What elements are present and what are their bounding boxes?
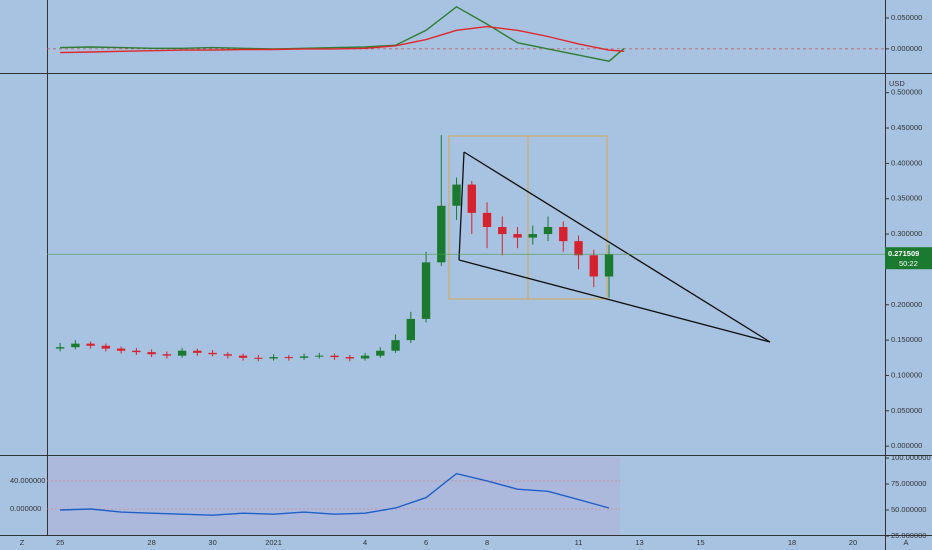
last-price-box bbox=[885, 247, 932, 270]
candle-body bbox=[86, 343, 95, 346]
candle-body bbox=[482, 212, 492, 227]
y-tick-label: 75.000000 bbox=[891, 479, 926, 488]
candle-body bbox=[55, 347, 65, 349]
candle-body bbox=[452, 184, 461, 206]
indicator-shade bbox=[47, 457, 620, 535]
y-tick-label: 50.000000 bbox=[891, 505, 926, 514]
y2-tick-label: 0.000000 bbox=[10, 504, 41, 513]
candle-body bbox=[330, 355, 339, 358]
candle-body bbox=[238, 355, 248, 358]
candle-body bbox=[574, 241, 583, 256]
y-tick-label: 0.350000 bbox=[891, 194, 922, 203]
y-tick-label: 25.000000 bbox=[891, 531, 926, 540]
candle-body bbox=[528, 234, 537, 238]
y-tick-label: 0.200000 bbox=[891, 300, 922, 309]
candle-body bbox=[345, 357, 355, 359]
y-tick-label: 0.400000 bbox=[891, 158, 922, 167]
x-tick-label: 15 bbox=[696, 538, 704, 547]
currency-label: USD bbox=[889, 79, 905, 88]
x-tick-label: 18 bbox=[788, 538, 796, 547]
candle-body bbox=[360, 355, 370, 359]
wedge-lower bbox=[458, 259, 771, 343]
y-tick-label: 0.000000 bbox=[891, 441, 922, 450]
x-tick-label: 2021 bbox=[265, 538, 282, 547]
x-tick-label: 30 bbox=[208, 538, 216, 547]
toolbar-icon[interactable]: Z bbox=[20, 538, 25, 547]
y-tick-label: 0.000000 bbox=[891, 44, 922, 53]
candle-body bbox=[376, 350, 385, 356]
candle-body bbox=[513, 234, 522, 238]
countdown: 50:22 bbox=[899, 259, 918, 268]
candle-body bbox=[223, 354, 233, 356]
candle-body bbox=[162, 354, 172, 356]
series-line bbox=[60, 25, 625, 54]
candle-body bbox=[543, 227, 553, 235]
y-tick-label: 0.450000 bbox=[891, 123, 922, 132]
candle-body bbox=[589, 255, 598, 277]
candle-body bbox=[269, 357, 278, 359]
candle-body bbox=[421, 262, 431, 319]
candle-body bbox=[71, 343, 80, 348]
candle-body bbox=[284, 357, 294, 359]
y-tick-label: 0.050000 bbox=[891, 406, 922, 415]
series-line bbox=[60, 472, 610, 516]
y-tick-label: 100.000000 bbox=[891, 453, 931, 462]
candle-body bbox=[498, 227, 507, 235]
wedge-upper bbox=[463, 151, 771, 343]
x-tick-label: 4 bbox=[363, 538, 367, 547]
y-tick-label: 0.150000 bbox=[891, 335, 922, 344]
x-tick-label: 28 bbox=[147, 538, 155, 547]
candle-body bbox=[559, 227, 568, 242]
x-tick-label: 13 bbox=[635, 538, 643, 547]
x-tick-label: 8 bbox=[485, 538, 489, 547]
y-tick-label: 0.500000 bbox=[891, 88, 922, 97]
candle-body bbox=[177, 350, 187, 356]
candle-body bbox=[132, 350, 141, 353]
candle-body bbox=[315, 355, 324, 357]
candle-body bbox=[116, 348, 126, 351]
x-tick-label: 25 bbox=[56, 538, 64, 547]
wedge-edge bbox=[458, 151, 465, 261]
candle-body bbox=[254, 357, 263, 359]
y2-tick-label: 40.000000 bbox=[10, 476, 45, 485]
candle-body bbox=[208, 352, 217, 355]
series-line bbox=[60, 5, 625, 62]
x-tick-label: 11 bbox=[575, 538, 583, 547]
y-tick-label: 0.050000 bbox=[891, 13, 922, 22]
x-tick-label: 20 bbox=[849, 538, 857, 547]
candle-body bbox=[101, 345, 111, 349]
candle-body bbox=[406, 318, 415, 341]
candle-body bbox=[391, 340, 400, 351]
candle-body bbox=[604, 254, 614, 277]
candle-body bbox=[437, 205, 446, 263]
candle-body bbox=[299, 356, 309, 358]
x-tick-label: 6 bbox=[424, 538, 428, 547]
y-tick-label: 0.100000 bbox=[891, 370, 922, 379]
candle-body bbox=[147, 352, 156, 355]
toolbar-icon[interactable]: A bbox=[903, 538, 908, 547]
y-tick-label: 0.300000 bbox=[891, 229, 922, 238]
candle-body bbox=[467, 184, 476, 213]
last-price-label: 0.271509 bbox=[888, 249, 919, 258]
candle-body bbox=[193, 350, 202, 353]
